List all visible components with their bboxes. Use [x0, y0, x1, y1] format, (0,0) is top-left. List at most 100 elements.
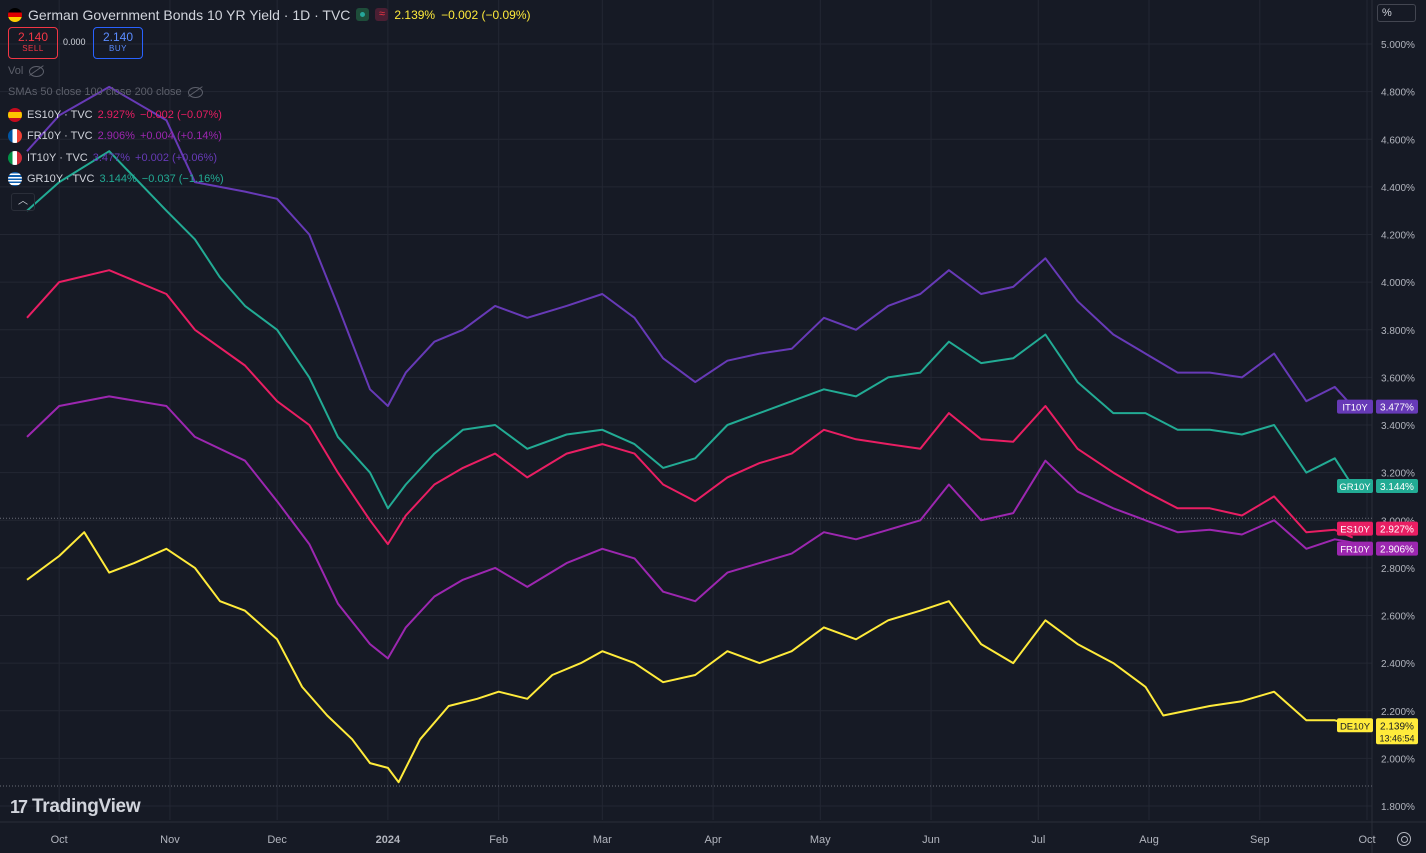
series-value-label: 2.139% — [1380, 721, 1414, 732]
y-tick-label: 4.200% — [1381, 231, 1415, 242]
series-value-tag — [1376, 521, 1418, 536]
y-tick-label: 3.800% — [1381, 326, 1415, 337]
series-line-es10y — [26, 269, 1354, 546]
unit-selector[interactable]: % — [1377, 4, 1416, 22]
sma-label: SMAs 50 close 100 close 200 close — [8, 86, 182, 98]
gear-icon[interactable] — [1397, 832, 1411, 846]
collapse-legend-button[interactable]: ︿ — [11, 193, 35, 211]
sell-label: SELL — [22, 44, 44, 53]
y-tick-label: 4.400% — [1381, 183, 1415, 194]
compare-price: 3.477% — [92, 151, 131, 164]
y-tick-label: 2.200% — [1381, 707, 1415, 718]
compare-symbol: IT10Y · TVC — [27, 151, 88, 164]
x-tick-label: Nov — [160, 834, 180, 846]
compare-symbol: ES10Y · TVC — [27, 108, 93, 121]
x-tick-label: Apr — [705, 834, 722, 846]
series-name-label: IT10Y — [1342, 403, 1368, 414]
compare-price: 3.144% — [99, 173, 137, 186]
compare-row-it10y[interactable]: IT10Y · TVC 3.477% +0.002 (+0.06%) — [8, 147, 224, 169]
sell-price: 2.140 — [17, 30, 49, 44]
y-tick-label: 4.600% — [1381, 135, 1415, 146]
x-tick-label: Oct — [51, 834, 68, 846]
y-tick-label: 2.400% — [1381, 659, 1415, 670]
compare-price: 2.906% — [97, 130, 135, 143]
compare-row-gr10y[interactable]: GR10Y · TVC 3.144% −0.037 (−1.16%) — [8, 169, 224, 191]
time-axis: Oct Nov Dec 2024 Feb Mar Apr May Jun Jul Aug Sep Oct — [51, 834, 1376, 846]
x-tick-label: 2024 — [376, 834, 401, 846]
x-tick-label: Jun — [922, 834, 940, 846]
buy-button[interactable]: 2.140 BUY — [93, 27, 143, 59]
sell-button[interactable]: 2.140 SELL — [8, 27, 58, 59]
x-tick-label: Mar — [593, 834, 612, 846]
brand-name: TradingView — [32, 796, 141, 817]
series-name-tag — [1337, 478, 1373, 493]
y-tick-label: 2.800% — [1381, 564, 1415, 575]
compare-row-fr10y[interactable]: FR10Y · TVC 2.906% +0.004 (+0.14%) — [8, 126, 224, 148]
last-price: 2.139% — [394, 7, 436, 22]
buy-price: 2.140 — [102, 30, 134, 44]
series-value-tag — [1376, 478, 1418, 493]
tradingview-logo[interactable]: 17 TradingView — [10, 796, 141, 818]
series-line-de10y — [26, 531, 1353, 784]
series-value-label: 3.477% — [1380, 403, 1414, 414]
series-name-tag — [1337, 399, 1373, 414]
symbol-title[interactable]: German Government Bonds 10 YR Yield · 1D… — [28, 6, 351, 23]
series-value-label: 3.144% — [1380, 482, 1414, 493]
compare-symbol: FR10Y · TVC — [27, 130, 93, 143]
y-tick-label: 2.600% — [1381, 612, 1415, 623]
compare-price: 2.927% — [97, 108, 135, 121]
y-tick-label: 4.000% — [1381, 278, 1415, 289]
series-value-tag — [1376, 541, 1418, 556]
series-value-tag — [1376, 718, 1418, 745]
y-tick-label: 3.400% — [1381, 421, 1415, 432]
data-status-icon: ≈ — [375, 8, 389, 21]
chevron-up-icon: ︿ — [18, 196, 28, 207]
series-line-it10y — [26, 85, 1354, 408]
market-open-icon — [356, 8, 370, 21]
series-value-label: 2.906% — [1380, 545, 1414, 556]
italy-flag-icon — [8, 150, 22, 165]
series-name-tag — [1337, 718, 1373, 733]
chart-legend: German Government Bonds 10 YR Yield · 1D… — [8, 4, 531, 25]
last-price-tags: IT10Y 3.477% GR10Y 3.144% ES10Y 2.927% FR10Y 2.… — [1337, 399, 1418, 745]
main-series-legend[interactable]: German Government Bonds 10 YR Yield · 1D… — [8, 4, 531, 25]
compare-change: −0.002 (−0.07%) — [139, 108, 222, 121]
volume-label: Vol — [8, 65, 24, 77]
series-name-tag — [1337, 521, 1373, 536]
tradingview-logo-icon: 17 — [10, 796, 28, 817]
x-tick-label: Aug — [1139, 834, 1159, 846]
buy-label: BUY — [109, 44, 127, 53]
greece-flag-icon — [8, 172, 22, 187]
compare-row-es10y[interactable]: ES10Y · TVC 2.927% −0.002 (−0.07%) — [8, 104, 224, 126]
x-tick-label: Feb — [489, 834, 508, 846]
x-tick-label: Sep — [1250, 834, 1270, 846]
series-value-label: 2.927% — [1380, 525, 1414, 536]
compare-symbol: GR10Y · TVC — [27, 173, 95, 186]
y-tick-label: 1.800% — [1381, 802, 1415, 813]
sma-indicator[interactable]: SMAs 50 close 100 close 200 close — [8, 86, 203, 98]
series-line-fr10y — [26, 395, 1353, 660]
series-name-label: FR10Y — [1340, 545, 1370, 556]
x-tick-label: Jul — [1031, 834, 1045, 846]
hidden-eye-icon[interactable] — [187, 86, 203, 98]
x-tick-label: Dec — [267, 834, 287, 846]
series-name-tag — [1337, 541, 1373, 556]
compare-legend: ES10Y · TVC 2.927% −0.002 (−0.07%) FR10Y… — [8, 104, 224, 190]
france-flag-icon — [8, 129, 22, 144]
hidden-eye-icon[interactable] — [29, 65, 45, 77]
series-name-label: DE10Y — [1340, 721, 1371, 732]
price-change: −0.002 (−0.09%) — [441, 7, 531, 22]
series-value-tag — [1376, 399, 1418, 414]
spain-flag-icon — [8, 107, 22, 122]
compare-change: +0.002 (+0.06%) — [135, 151, 217, 164]
y-tick-label: 3.200% — [1381, 469, 1415, 480]
series-name-label: GR10Y — [1339, 482, 1371, 493]
spread-value: 0.000 — [63, 37, 86, 47]
price-axis: 5.000% 4.800% 4.600% 4.400% 4.200% 4.000% 3.80… — [1381, 40, 1415, 813]
volume-indicator[interactable]: Vol — [8, 65, 45, 77]
compare-change: +0.004 (+0.14%) — [139, 130, 222, 143]
chart-series — [26, 85, 1357, 784]
x-tick-label: Oct — [1358, 834, 1375, 846]
